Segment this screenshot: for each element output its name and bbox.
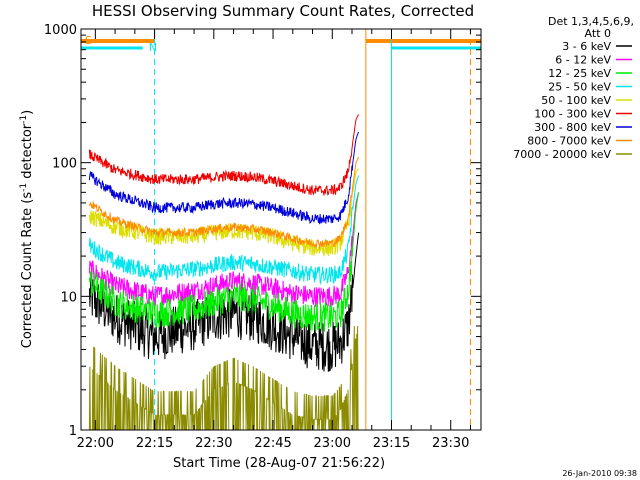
series-line: [88, 325, 359, 431]
flag-label: N: [149, 41, 157, 54]
y-label-main: Corrected Count Rate (s: [20, 192, 35, 349]
y-axis-label: Corrected Count Rate (s-1 detector-1): [19, 110, 35, 348]
series-line: [88, 192, 360, 332]
legend-label: 300 - 800 keV: [534, 121, 611, 134]
legend-label: 7000 - 20000 keV: [513, 148, 611, 161]
y-label-end: ): [20, 110, 35, 115]
series-line: [88, 156, 360, 250]
legend-header-line1: Det 1,3,4,5,6,9,: [548, 15, 634, 28]
footer-date: 26-Jan-2010 09:38: [562, 469, 637, 478]
x-tick-label: 22:30: [195, 436, 232, 451]
plot-frame: [80, 28, 482, 431]
x-axis-label: Start Time (28-Aug-07 21:56:22): [173, 456, 385, 471]
chart-title: HESSI Observing Summary Count Rates, Cor…: [92, 2, 474, 20]
y-tick-label: 100: [52, 157, 77, 172]
legend-label: 6 - 12 keV: [555, 54, 611, 67]
legend-label: 25 - 50 keV: [548, 81, 611, 94]
x-tick-label: 23:00: [314, 436, 351, 451]
series-line: [88, 131, 360, 225]
y-tick-label: 1: [69, 424, 77, 439]
y-tick-label: 1000: [44, 23, 77, 38]
x-tick-label: 22:15: [136, 436, 173, 451]
x-tick-label: 22:00: [77, 436, 114, 451]
x-tick-label: 23:15: [373, 436, 410, 451]
y-tick-label: 10: [60, 290, 77, 305]
legend-label: 800 - 7000 keV: [527, 135, 611, 148]
y-label-sup1: -1: [19, 183, 29, 192]
flag-label: S: [85, 34, 92, 47]
attenuator-flags: SN: [81, 34, 481, 54]
y-label-sup2: -1: [19, 115, 29, 124]
series-line: [88, 175, 360, 285]
legend-header-line2: Att 0: [585, 27, 611, 40]
legend-label: 100 - 300 keV: [534, 108, 611, 121]
legend-label: 3 - 6 keV: [562, 40, 611, 53]
series-lines: [88, 114, 360, 431]
series-line: [88, 114, 360, 196]
y-label-mid: detector: [20, 123, 35, 183]
x-tick-label: 23:30: [432, 436, 469, 451]
axes: 1 10 100 1000 22:00 22:15 22:30 22:45 23:00 23:15…: [44, 23, 481, 451]
legend-label: 50 - 100 keV: [541, 94, 611, 107]
legend-label: 12 - 25 keV: [548, 67, 611, 80]
x-tick-label: 22:45: [254, 436, 291, 451]
